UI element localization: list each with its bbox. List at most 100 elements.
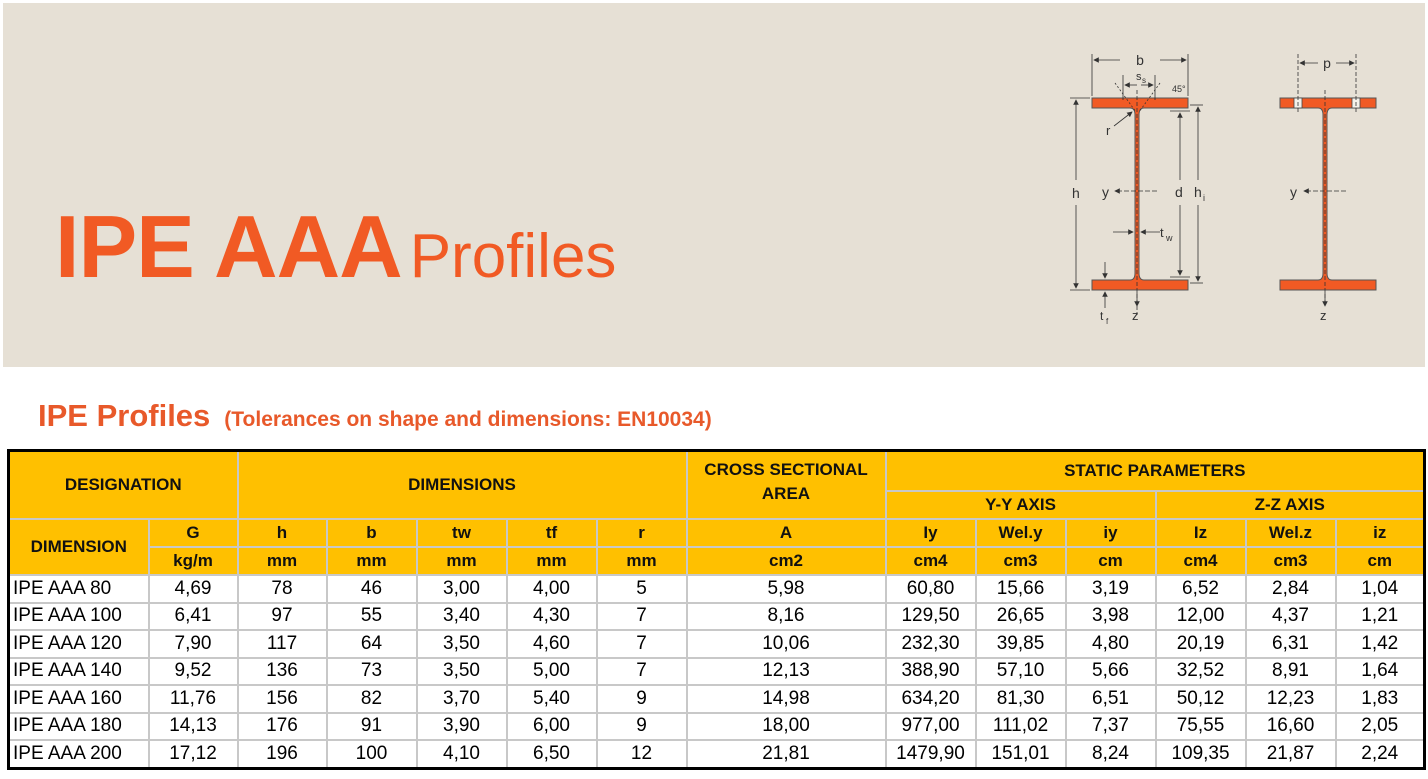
svg-text:s: s xyxy=(1142,76,1146,85)
cell-tf: 4,30 xyxy=(505,601,598,631)
symbol-b: b xyxy=(325,518,418,548)
cell-iy: 8,24 xyxy=(1064,739,1157,769)
cell-Iy: 60,80 xyxy=(884,574,977,604)
symbol-A: A xyxy=(685,518,887,548)
table-row: IPE AAA 140 9,52 136 73 3,50 5,00 7 12,13 388,90… xyxy=(7,656,1426,686)
table-row: IPE AAA 160 11,76 156 82 3,70 5,40 9 14,98 634,2… xyxy=(7,684,1426,714)
unit-iy: cm xyxy=(1064,546,1157,576)
unit-b: mm xyxy=(325,546,418,576)
cell-Welz: 6,31 xyxy=(1244,629,1337,659)
cell-Wely: 111,02 xyxy=(974,711,1067,741)
svg-text:d: d xyxy=(1175,184,1183,200)
cell-iy: 3,19 xyxy=(1064,574,1157,604)
header-yy-axis: Y-Y AXIS xyxy=(884,490,1157,520)
page-title-light: Profiles xyxy=(409,222,617,291)
cell-Iz: 50,12 xyxy=(1154,684,1247,714)
header-zz-axis: Z-Z AXIS xyxy=(1154,490,1426,520)
cell-tf: 6,00 xyxy=(505,711,598,741)
cell-Iz: 20,19 xyxy=(1154,629,1247,659)
svg-text:y: y xyxy=(1102,184,1109,200)
cell-h: 136 xyxy=(236,656,328,686)
cell-Welz: 8,91 xyxy=(1244,656,1337,686)
table-row: IPE AAA 180 14,13 176 91 3,90 6,00 9 18,00 977,0… xyxy=(7,711,1426,741)
cell-G: 7,90 xyxy=(147,629,239,659)
cell-h: 156 xyxy=(236,684,328,714)
symbol-Wely: Wel.y xyxy=(974,518,1067,548)
cell-b: 82 xyxy=(325,684,418,714)
header-static-parameters: STATIC PARAMETERS xyxy=(884,449,1426,492)
cell-Welz: 4,37 xyxy=(1244,601,1337,631)
cell-A: 18,00 xyxy=(685,711,887,741)
cell-iz: 1,04 xyxy=(1334,574,1426,604)
cell-iz: 2,24 xyxy=(1334,739,1426,769)
svg-text:y: y xyxy=(1290,184,1297,200)
cell-b: 73 xyxy=(325,656,418,686)
unit-Iy: cm4 xyxy=(884,546,977,576)
cell-iz: 1,21 xyxy=(1334,601,1426,631)
cell-r: 5 xyxy=(595,574,688,604)
cell-b: 46 xyxy=(325,574,418,604)
unit-iz: cm xyxy=(1334,546,1426,576)
cell-tw: 3,50 xyxy=(415,656,508,686)
cell-iy: 4,80 xyxy=(1064,629,1157,659)
cell-iy: 5,66 xyxy=(1064,656,1157,686)
svg-text:h: h xyxy=(1072,185,1080,201)
unit-tw: mm xyxy=(415,546,508,576)
symbol-tw: tw xyxy=(415,518,508,548)
cell-Welz: 2,84 xyxy=(1244,574,1337,604)
cell-iz: 1,64 xyxy=(1334,656,1426,686)
cell-h: 117 xyxy=(236,629,328,659)
cell-Iz: 6,52 xyxy=(1154,574,1247,604)
symbol-G: G xyxy=(147,518,239,548)
cell-tf: 5,40 xyxy=(505,684,598,714)
cell-Welz: 16,60 xyxy=(1244,711,1337,741)
header-designation: DESIGNATION xyxy=(7,449,239,520)
cell-Welz: 12,23 xyxy=(1244,684,1337,714)
table-row: IPE AAA 80 4,69 78 46 3,00 4,00 5 5,98 60,80 15,6… xyxy=(7,574,1426,604)
unit-h: mm xyxy=(236,546,328,576)
cell-b: 55 xyxy=(325,601,418,631)
page-title: IPE AAA Profiles xyxy=(55,203,616,291)
svg-text:r: r xyxy=(1106,123,1111,138)
table-row: IPE AAA 100 6,41 97 55 3,40 4,30 7 8,16 129,50 26… xyxy=(7,601,1426,631)
cell-tf: 6,50 xyxy=(505,739,598,769)
cell-Iy: 232,30 xyxy=(884,629,977,659)
header-dimension: DIMENSION xyxy=(7,518,150,576)
cell-A: 12,13 xyxy=(685,656,887,686)
cell-iz: 1,83 xyxy=(1334,684,1426,714)
cell-h: 78 xyxy=(236,574,328,604)
cell-Iy: 634,20 xyxy=(884,684,977,714)
symbol-iy: iy xyxy=(1064,518,1157,548)
section-note: (Tolerances on shape and dimensions: EN1… xyxy=(224,408,712,431)
cell-iy: 7,37 xyxy=(1064,711,1157,741)
header-dimensions: DIMENSIONS xyxy=(236,449,688,520)
cell-Iy: 388,90 xyxy=(884,656,977,686)
unit-Iz: cm4 xyxy=(1154,546,1247,576)
symbol-Iy: Iy xyxy=(884,518,977,548)
cell-tf: 4,60 xyxy=(505,629,598,659)
cell-Wely: 57,10 xyxy=(974,656,1067,686)
cell-G: 4,69 xyxy=(147,574,239,604)
unit-Wely: cm3 xyxy=(974,546,1067,576)
cell-designation: IPE AAA 200 xyxy=(7,739,150,769)
table-row: IPE AAA 120 7,90 117 64 3,50 4,60 7 10,06 232,30… xyxy=(7,629,1426,659)
cell-iy: 3,98 xyxy=(1064,601,1157,631)
header-row-axes: Y-Y AXIS Z-Z AXIS xyxy=(9,490,1426,520)
cell-tw: 3,70 xyxy=(415,684,508,714)
cell-r: 7 xyxy=(595,656,688,686)
cell-r: 12 xyxy=(595,739,688,769)
cell-G: 11,76 xyxy=(147,684,239,714)
cell-Iz: 32,52 xyxy=(1154,656,1247,686)
cell-G: 9,52 xyxy=(147,656,239,686)
cell-designation: IPE AAA 180 xyxy=(7,711,150,741)
svg-text:s: s xyxy=(1136,71,1142,83)
header-row-units: kg/m mm mm mm mm mm cm2 cm4 cm3 cm cm4 c… xyxy=(9,546,1426,576)
cell-A: 5,98 xyxy=(685,574,887,604)
cell-Iy: 977,00 xyxy=(884,711,977,741)
cell-G: 14,13 xyxy=(147,711,239,741)
svg-text:45°: 45° xyxy=(1172,84,1186,94)
cell-A: 8,16 xyxy=(685,601,887,631)
svg-text:z: z xyxy=(1320,308,1327,323)
symbol-Iz: Iz xyxy=(1154,518,1247,548)
svg-text:f: f xyxy=(1106,317,1109,326)
